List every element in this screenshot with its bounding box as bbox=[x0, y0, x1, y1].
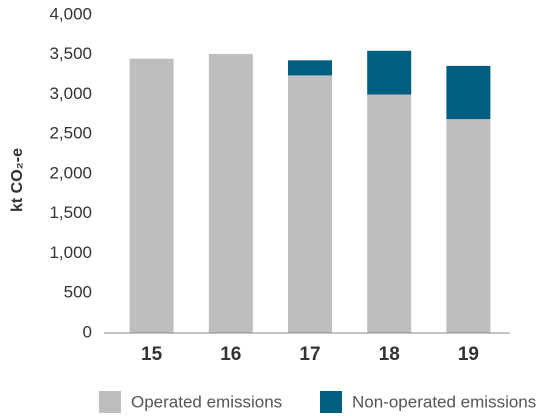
bar-segment bbox=[208, 53, 253, 333]
y-tick-label: 500 bbox=[64, 283, 92, 302]
bar-segment bbox=[288, 60, 332, 76]
y-tick-label: 3,500 bbox=[49, 44, 92, 63]
x-tick-label: 15 bbox=[141, 344, 163, 365]
legend-swatch bbox=[320, 391, 342, 413]
y-tick-label: 2,000 bbox=[49, 163, 92, 182]
x-tick-label: 18 bbox=[379, 344, 400, 365]
bar-segment bbox=[446, 65, 491, 120]
x-tick-label: 16 bbox=[220, 344, 241, 365]
y-axis-label: kt CO₂-e bbox=[9, 148, 26, 212]
legend-label: Non-operated emissions bbox=[352, 392, 536, 411]
legend-label: Operated emissions bbox=[131, 392, 282, 411]
y-tick-label: 1,000 bbox=[49, 243, 92, 262]
legend-swatch bbox=[99, 391, 121, 413]
x-tick-label: 17 bbox=[299, 344, 320, 365]
bar-segment bbox=[446, 119, 491, 334]
y-tick-label: 2,500 bbox=[49, 124, 92, 143]
y-tick-label: 4,000 bbox=[49, 4, 92, 23]
y-tick-label: 3,000 bbox=[49, 84, 92, 103]
y-tick-label: 1,500 bbox=[49, 203, 92, 222]
y-tick-label: 0 bbox=[83, 322, 92, 341]
bar-segment bbox=[367, 50, 412, 95]
x-tick-label: 19 bbox=[458, 344, 479, 365]
bar-segment bbox=[129, 58, 174, 333]
bar-segment bbox=[288, 75, 332, 334]
bar-segment bbox=[367, 94, 412, 333]
